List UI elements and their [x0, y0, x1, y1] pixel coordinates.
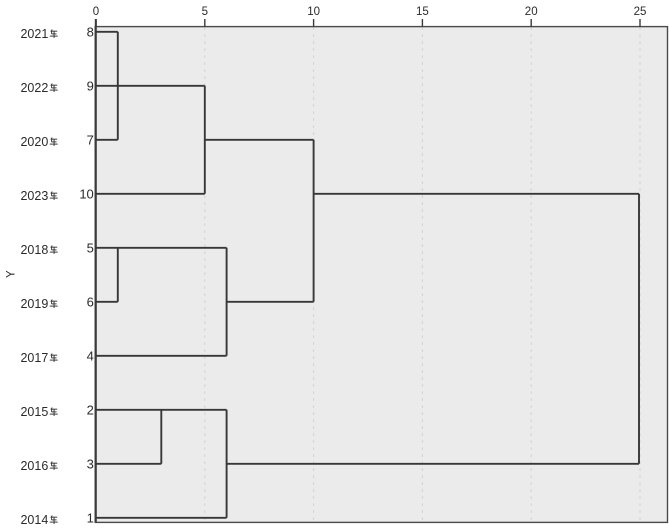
- svg-text:8: 8: [87, 24, 94, 39]
- svg-text:0: 0: [93, 6, 99, 18]
- svg-text:Y: Y: [5, 270, 17, 278]
- svg-text:2018: 2018: [20, 243, 48, 257]
- svg-text:5: 5: [202, 6, 208, 18]
- svg-text:10: 10: [307, 6, 320, 18]
- svg-text:2014: 2014: [20, 513, 48, 525]
- svg-text:7: 7: [87, 132, 94, 147]
- svg-text:2016: 2016: [20, 459, 48, 473]
- svg-text:6: 6: [87, 294, 94, 309]
- svg-text:15: 15: [416, 6, 429, 18]
- svg-text:25: 25: [634, 6, 647, 18]
- svg-text:2: 2: [87, 402, 94, 417]
- svg-text:2017: 2017: [20, 351, 48, 365]
- svg-text:9: 9: [87, 78, 94, 93]
- svg-text:3: 3: [87, 456, 94, 471]
- svg-text:4: 4: [87, 348, 94, 363]
- svg-text:2021: 2021: [20, 27, 48, 41]
- svg-text:10: 10: [79, 186, 93, 201]
- svg-text:20: 20: [525, 6, 538, 18]
- svg-text:5: 5: [87, 240, 94, 255]
- svg-text:2022: 2022: [20, 81, 48, 95]
- svg-text:2020: 2020: [20, 135, 48, 149]
- svg-text:1: 1: [87, 510, 94, 525]
- svg-text:2015: 2015: [20, 405, 48, 419]
- svg-text:2019: 2019: [20, 297, 48, 311]
- svg-text:2023: 2023: [20, 189, 48, 203]
